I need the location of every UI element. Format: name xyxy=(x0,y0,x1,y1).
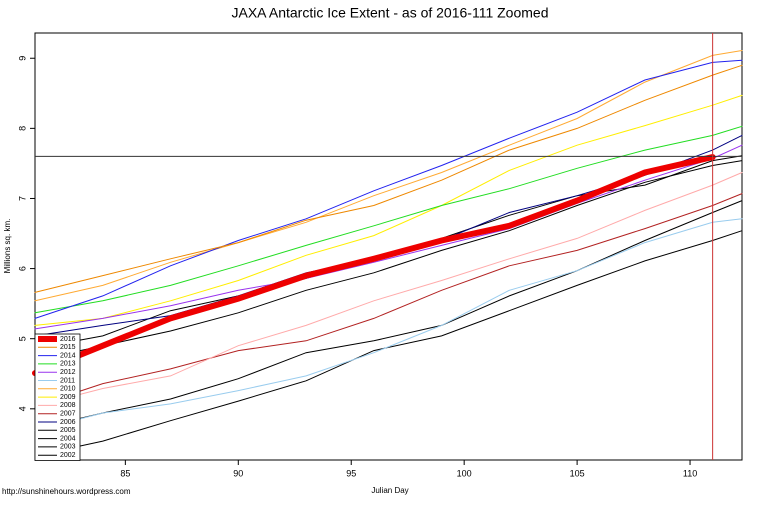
y-tick-label: 6 xyxy=(17,266,27,271)
chart-title: JAXA Antarctic Ice Extent - as of 2016-1… xyxy=(232,5,549,21)
footer: http://sunshinehours.wordpress.com xyxy=(2,487,131,496)
series-line xyxy=(34,64,743,293)
legend-label: 2011 xyxy=(60,377,75,384)
legend-label: 2009 xyxy=(60,394,76,401)
series-line xyxy=(34,50,743,302)
x-axis-label: Julian Day xyxy=(371,486,408,495)
legend-label: 2007 xyxy=(60,411,76,418)
legend-label: 2003 xyxy=(60,444,76,451)
y-tick-label: 7 xyxy=(17,196,27,201)
series-line xyxy=(34,125,743,314)
legend-label: 2012 xyxy=(60,369,76,376)
legend-label: 2002 xyxy=(60,452,76,459)
y-tick-label: 9 xyxy=(17,56,27,61)
series-line xyxy=(34,160,743,361)
legend-label: 2013 xyxy=(60,361,76,368)
x-tick-label: 95 xyxy=(346,468,356,478)
series-line xyxy=(34,172,743,407)
legend-label: 2008 xyxy=(60,402,76,409)
series-line xyxy=(34,94,743,326)
legend-label: 2005 xyxy=(60,427,76,434)
x-tick-label: 105 xyxy=(570,468,585,478)
series-line xyxy=(34,230,743,457)
series-line xyxy=(34,218,743,432)
series-line xyxy=(34,193,743,407)
series-line xyxy=(32,154,716,377)
legend-label: 2016 xyxy=(60,336,76,343)
x-tick-label: 85 xyxy=(120,468,130,478)
x-tick-label: 100 xyxy=(457,468,472,478)
y-tick-label: 8 xyxy=(17,126,27,131)
y-tick-label: 4 xyxy=(17,406,27,411)
x-tick-label: 110 xyxy=(683,468,697,478)
series-line xyxy=(34,59,743,319)
legend-label: 2014 xyxy=(60,352,76,359)
series-line xyxy=(34,200,743,430)
legend-label: 2006 xyxy=(60,419,76,426)
x-tick-label: 90 xyxy=(233,468,243,478)
legend-label: 2004 xyxy=(60,435,76,442)
series-line xyxy=(34,144,743,330)
plot-frame xyxy=(34,32,743,461)
y-tick-label: 5 xyxy=(17,336,27,341)
legend-label: 2015 xyxy=(60,344,76,351)
series-line xyxy=(34,134,743,337)
y-axis-label: Millions sq. km. xyxy=(3,219,12,274)
legend-label: 2010 xyxy=(60,386,76,393)
